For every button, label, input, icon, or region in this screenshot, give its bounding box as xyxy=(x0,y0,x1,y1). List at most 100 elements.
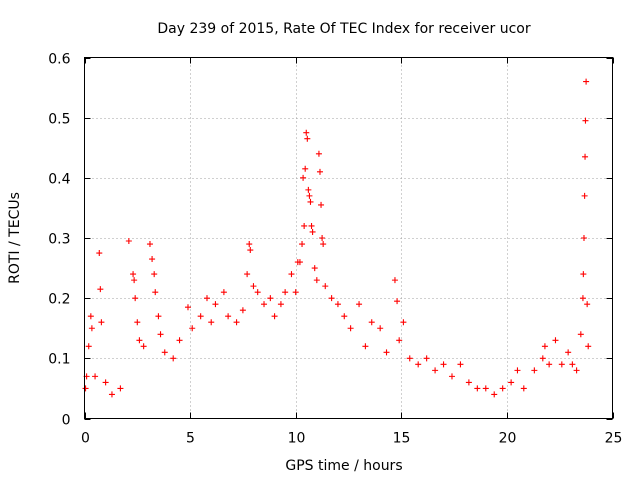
chart-title: Day 239 of 2015, Rate Of TEC Index for r… xyxy=(157,21,531,37)
data-point xyxy=(582,153,589,160)
data-point xyxy=(546,361,553,368)
data-point xyxy=(212,301,219,308)
data-point xyxy=(85,343,92,350)
data-point xyxy=(155,313,162,320)
data-point xyxy=(130,271,137,278)
data-point xyxy=(254,289,261,296)
data-point xyxy=(308,222,315,229)
axis-ticks xyxy=(84,57,614,420)
data-point xyxy=(225,313,232,320)
data-point xyxy=(292,289,299,296)
data-point xyxy=(250,283,257,290)
data-point xyxy=(580,235,587,241)
data-point xyxy=(117,385,124,392)
y-tick-label: 0.3 xyxy=(48,232,70,248)
data-point xyxy=(356,301,363,308)
data-point xyxy=(246,241,253,248)
data-point xyxy=(474,385,481,392)
data-point xyxy=(125,238,132,245)
data-point xyxy=(303,129,310,136)
x-tick-label: 15 xyxy=(393,431,411,447)
data-point xyxy=(140,343,147,350)
y-tick-label: 0.1 xyxy=(48,352,70,368)
data-point xyxy=(220,289,227,296)
data-point xyxy=(309,228,316,235)
data-point xyxy=(239,307,246,314)
data-point xyxy=(261,301,268,308)
data-point xyxy=(304,135,311,142)
data-point xyxy=(322,283,329,290)
x-tick-label: 0 xyxy=(81,431,90,447)
data-point xyxy=(97,286,104,293)
data-point xyxy=(157,331,164,338)
data-point xyxy=(247,247,254,254)
data-point xyxy=(87,313,94,320)
data-point xyxy=(318,201,325,208)
data-points xyxy=(82,78,592,398)
data-point xyxy=(203,295,210,302)
data-point xyxy=(383,349,390,356)
data-point xyxy=(541,343,548,350)
data-point xyxy=(580,271,587,278)
data-point xyxy=(539,355,546,362)
x-tick-labels: 0 5 10 15 20 25 xyxy=(81,431,622,447)
data-point xyxy=(146,241,153,248)
data-point xyxy=(132,295,139,302)
data-point xyxy=(98,319,105,326)
data-point xyxy=(170,355,177,362)
data-point xyxy=(108,391,115,398)
data-point xyxy=(300,174,307,181)
data-point xyxy=(244,271,251,278)
data-point xyxy=(391,277,398,284)
data-point xyxy=(583,78,590,85)
data-point xyxy=(552,337,559,344)
x-tick-label: 25 xyxy=(605,431,623,447)
data-point xyxy=(136,337,143,344)
data-point xyxy=(377,325,384,332)
data-point xyxy=(440,361,447,368)
x-tick-label: 5 xyxy=(186,431,195,447)
data-point xyxy=(465,379,472,386)
data-point xyxy=(88,325,95,332)
data-point xyxy=(149,256,156,263)
data-point xyxy=(531,367,538,374)
data-point xyxy=(307,198,314,205)
y-tick-label: 0.6 xyxy=(48,52,70,68)
y-tick-label: 0.2 xyxy=(48,292,70,308)
data-point xyxy=(362,343,369,350)
y-tick-label: 0 xyxy=(62,413,71,429)
data-point xyxy=(499,385,506,392)
data-point xyxy=(267,295,274,302)
data-point xyxy=(277,301,284,308)
data-point xyxy=(96,250,103,257)
data-point xyxy=(585,343,592,350)
data-point xyxy=(347,325,354,332)
data-point xyxy=(573,367,580,374)
data-point xyxy=(233,319,240,326)
x-tick-label: 10 xyxy=(288,431,306,447)
data-point xyxy=(316,168,323,175)
data-point xyxy=(491,391,498,398)
data-point xyxy=(457,361,464,368)
data-point xyxy=(582,117,589,124)
data-point xyxy=(448,373,455,380)
data-point xyxy=(288,271,295,278)
data-point xyxy=(131,277,138,284)
data-point xyxy=(514,367,521,374)
data-point xyxy=(569,361,576,368)
data-point xyxy=(565,349,572,356)
data-point xyxy=(311,265,318,272)
data-point xyxy=(282,289,289,296)
data-point xyxy=(134,319,141,326)
data-point xyxy=(406,355,413,362)
data-point xyxy=(368,319,375,326)
data-point xyxy=(302,165,309,172)
data-point xyxy=(319,235,326,241)
data-point xyxy=(432,367,439,374)
data-point xyxy=(152,289,159,296)
data-point xyxy=(341,313,348,320)
data-point xyxy=(208,319,215,326)
data-point xyxy=(558,361,565,368)
chart-grid xyxy=(84,57,613,419)
